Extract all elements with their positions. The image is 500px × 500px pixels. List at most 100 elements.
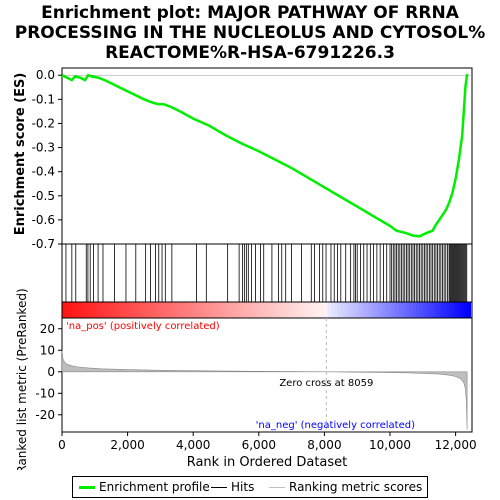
heatmap-cell <box>242 302 247 318</box>
heatmap-cell <box>388 302 393 318</box>
zero-cross-label: Zero cross at 8059 <box>279 378 373 389</box>
heatmap-cell <box>79 302 84 318</box>
x-tick-label: 12,000 <box>435 438 477 452</box>
heatmap-cell <box>211 302 216 318</box>
heatmap-cell <box>167 302 172 318</box>
ranking-heatmap <box>61 301 473 319</box>
heatmap-cell <box>412 302 417 318</box>
heatmap-cell <box>402 302 407 318</box>
heatmap-cell <box>276 302 281 318</box>
heatmap-cell <box>368 302 373 318</box>
heatmap-cell <box>198 302 203 318</box>
heatmap-cell <box>344 302 349 318</box>
na-neg-label: 'na_neg' (negatively correlated) <box>256 420 415 431</box>
heatmap-cell <box>293 302 298 318</box>
heatmap-cell <box>92 302 97 318</box>
es-axis-label: Enrichment score (ES) <box>13 73 28 236</box>
heatmap-cell <box>385 302 390 318</box>
heatmap-cell <box>232 302 237 318</box>
heatmap-cell <box>354 302 359 318</box>
metric-axis-label: Ranked list metric (PreRanked) <box>15 288 29 470</box>
heatmap-cell <box>68 302 73 318</box>
heatmap-cell <box>269 302 274 318</box>
heatmap-cell <box>334 302 339 318</box>
heatmap-cell <box>194 302 199 318</box>
es-tick-label: -0.1 <box>32 92 55 106</box>
heatmap-cell <box>72 302 77 318</box>
chart-title-line-3: REACTOME%R-HSA-6791226.3 <box>105 43 395 63</box>
heatmap-cell <box>157 302 162 318</box>
heatmap-cell <box>208 302 213 318</box>
heatmap-cell <box>358 302 363 318</box>
heatmap-cell <box>392 302 397 318</box>
legend: Enrichment profile Hits Ranking metric s… <box>72 476 428 498</box>
heatmap-cell <box>310 302 315 318</box>
legend-label-metric: Ranking metric scores <box>289 480 423 494</box>
heatmap-cell <box>283 302 288 318</box>
heatmap-cell <box>324 302 329 318</box>
heatmap-cell <box>405 302 410 318</box>
heatmap-cell <box>436 302 441 318</box>
heatmap-cell <box>300 302 305 318</box>
heatmap-cell <box>290 302 295 318</box>
heatmap-cell <box>286 302 291 318</box>
es-tick-label: -0.2 <box>32 116 55 130</box>
heatmap-cell <box>266 302 271 318</box>
heatmap-cell <box>228 302 233 318</box>
heatmap-cell <box>75 302 80 318</box>
heatmap-cell <box>123 302 128 318</box>
legend-label-enrichment: Enrichment profile <box>99 480 210 494</box>
heatmap-cell <box>439 302 444 318</box>
legend-swatch-enrichment <box>79 485 95 489</box>
heatmap-cell <box>174 302 179 318</box>
heatmap-cell <box>136 302 141 318</box>
heatmap-cell <box>347 302 352 318</box>
x-tick-label: 10,000 <box>369 438 411 452</box>
heatmap-cell <box>89 302 94 318</box>
heatmap-cell <box>296 302 301 318</box>
heatmap-cell <box>184 302 189 318</box>
heatmap-cell <box>126 302 131 318</box>
heatmap-cell <box>330 302 335 318</box>
heatmap-cell <box>82 302 87 318</box>
heatmap-cell <box>317 302 322 318</box>
heatmap-cell <box>456 302 461 318</box>
es-tick-label: -0.4 <box>32 165 55 179</box>
heatmap-cell <box>320 302 325 318</box>
heatmap-cell <box>65 302 70 318</box>
heatmap-cell <box>106 302 111 318</box>
legend-item-enrichment: Enrichment profile <box>79 480 210 494</box>
heatmap-cell <box>460 302 465 318</box>
legend-item-metric: Ranking metric scores <box>269 480 422 494</box>
metric-tick-label: -20 <box>35 408 55 422</box>
heatmap-cell <box>99 302 104 318</box>
x-axis-label: Rank in Ordered Dataset <box>187 455 348 470</box>
heatmap-cell <box>221 302 226 318</box>
x-tick-label: 4,000 <box>176 438 210 452</box>
x-tick-label: 6,000 <box>242 438 276 452</box>
heatmap-cell <box>85 302 90 318</box>
heatmap-cell <box>307 302 312 318</box>
heatmap-cell <box>116 302 121 318</box>
heatmap-cell <box>398 302 403 318</box>
metric-panel: Zero cross at 8059 'na_pos' (positively c… <box>35 317 477 452</box>
heatmap-cell <box>113 302 118 318</box>
heatmap-cell <box>378 302 383 318</box>
heatmap-cell <box>96 302 101 318</box>
enrichment-profile-line <box>61 73 469 238</box>
heatmap-cell <box>327 302 332 318</box>
legend-item-hits: Hits <box>211 480 254 494</box>
heatmap-cell <box>262 302 267 318</box>
heatmap-cell <box>341 302 346 318</box>
axis-labels: Rank in Ordered Dataset Enrichment score … <box>13 73 347 470</box>
heatmap-cell <box>187 302 192 318</box>
heatmap-cell <box>279 302 284 318</box>
metric-frame <box>61 317 473 433</box>
heatmap-cell <box>109 302 114 318</box>
heatmap-cell <box>375 302 380 318</box>
heatmap-cell <box>201 302 206 318</box>
heatmap-cell <box>337 302 342 318</box>
heatmap-cell <box>204 302 209 318</box>
heatmap-cell <box>463 302 468 318</box>
es-tick-label: -0.3 <box>32 141 55 155</box>
